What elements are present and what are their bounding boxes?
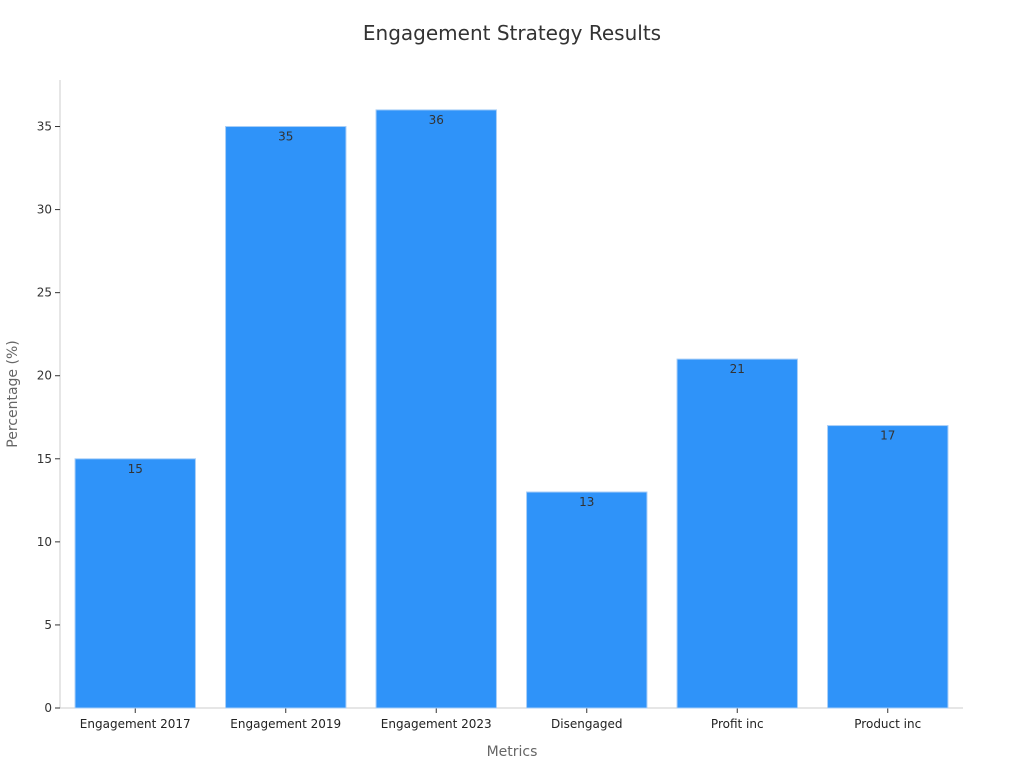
y-tick-label: 35 <box>37 120 52 134</box>
y-tick-label: 5 <box>44 618 52 632</box>
y-axis-label: Percentage (%) <box>5 340 21 447</box>
x-tick-label: Engagement 2017 <box>80 717 191 731</box>
x-axis: Engagement 2017 Engagement 2019 Engagement… <box>60 707 963 731</box>
bar <box>526 491 648 709</box>
bar <box>375 109 497 709</box>
data-labels-group: 15 35 36 13 21 17 <box>128 113 896 509</box>
data-label: 21 <box>730 362 745 376</box>
y-tick-label: 30 <box>37 203 52 217</box>
bar <box>74 458 196 709</box>
y-axis: 0 5 10 15 20 25 30 35 <box>37 80 61 715</box>
data-label: 36 <box>429 113 444 127</box>
y-tick-label: 0 <box>44 701 52 715</box>
y-tick-label: 20 <box>37 369 52 383</box>
bars-group <box>74 109 949 709</box>
y-tick-label: 25 <box>37 286 52 300</box>
bar <box>676 358 798 709</box>
x-tick-label: Engagement 2023 <box>381 717 492 731</box>
y-tick-label: 15 <box>37 452 52 466</box>
y-tick-label: 10 <box>37 535 52 549</box>
x-axis-label: Metrics <box>487 744 538 760</box>
bar <box>827 425 949 709</box>
x-tick-label: Product inc <box>854 717 921 731</box>
data-label: 15 <box>128 462 143 476</box>
x-tick-label: Profit inc <box>711 717 764 731</box>
x-tick-label: Engagement 2019 <box>230 717 341 731</box>
x-tick-label: Disengaged <box>551 717 622 731</box>
chart-title: Engagement Strategy Results <box>363 21 661 45</box>
bar <box>225 126 347 709</box>
data-label: 13 <box>579 495 594 509</box>
data-label: 35 <box>278 130 293 144</box>
data-label: 17 <box>880 429 895 443</box>
